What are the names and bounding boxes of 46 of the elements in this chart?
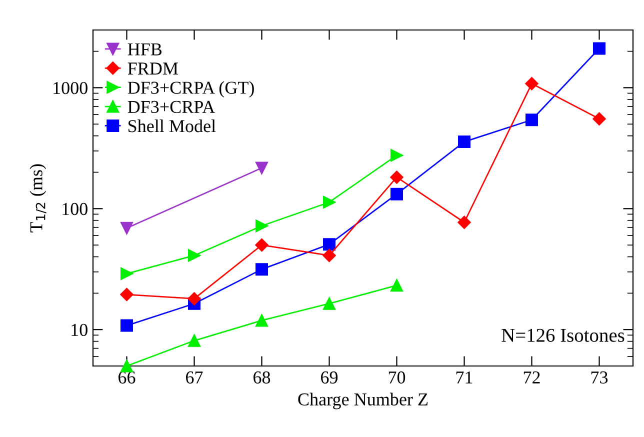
point xyxy=(120,267,133,280)
x-tick-label: 72 xyxy=(524,371,540,384)
legend-label: FRDM xyxy=(128,62,178,75)
point xyxy=(458,216,471,229)
point xyxy=(593,42,606,55)
point xyxy=(255,238,268,252)
x-axis-title: Charge Number Z xyxy=(298,392,428,410)
legend-label: DF3+CRPA (GT) xyxy=(128,81,254,98)
legend-label: HFB xyxy=(128,43,162,56)
y-axis-title: T$_{1/2}$ (ms) xyxy=(30,164,46,232)
point xyxy=(188,249,200,262)
point xyxy=(323,196,336,208)
x-tick-label: 68 xyxy=(254,371,270,384)
x-tick-label: 67 xyxy=(186,371,203,384)
x-tick-label: 71 xyxy=(456,371,472,384)
point xyxy=(256,162,268,174)
x-tick-label: 69 xyxy=(321,371,338,384)
point xyxy=(390,188,403,200)
y-tick-label: 10 xyxy=(72,324,88,336)
point xyxy=(390,170,404,184)
legend-label: Shell Model xyxy=(128,120,216,132)
point xyxy=(390,279,403,292)
point xyxy=(458,136,470,148)
point xyxy=(120,319,133,332)
point xyxy=(592,112,606,126)
x-tick-label: 70 xyxy=(388,371,406,384)
point xyxy=(322,248,336,262)
point xyxy=(120,288,134,302)
point xyxy=(323,297,336,310)
point xyxy=(188,292,201,306)
y-tick-label: 1000 xyxy=(54,82,88,94)
point xyxy=(120,222,133,234)
x-tick-label: 66 xyxy=(118,371,136,384)
annotation: N=126 Isotones xyxy=(502,328,624,342)
point xyxy=(526,114,538,126)
y-tick-label: 100 xyxy=(62,202,88,216)
x-tick-label: 73 xyxy=(591,371,608,384)
point xyxy=(256,220,268,232)
point xyxy=(120,360,133,372)
point xyxy=(525,77,538,90)
point xyxy=(256,263,268,276)
point xyxy=(390,149,403,162)
point xyxy=(188,334,200,347)
legend-label: DF3+CRPA xyxy=(128,100,215,114)
point xyxy=(323,238,336,251)
point xyxy=(256,314,268,327)
